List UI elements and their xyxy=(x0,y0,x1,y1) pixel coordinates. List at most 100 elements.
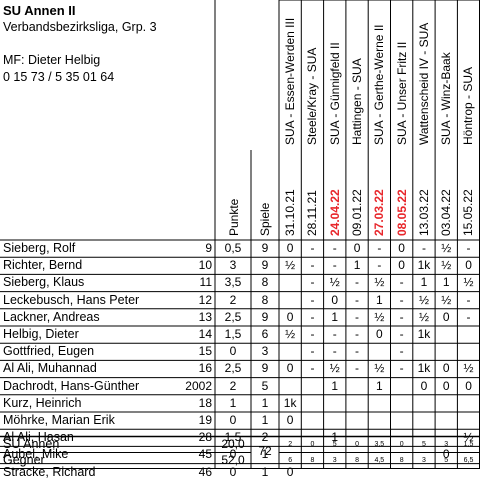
player-name: Möhrke, Marian Erik xyxy=(3,413,115,427)
totals-match-score: 0 xyxy=(355,440,359,448)
result-cell: 0 xyxy=(465,258,472,273)
player-games: 8 xyxy=(261,292,269,307)
player-games: 1 xyxy=(261,447,269,462)
games-total: 72 xyxy=(258,444,272,458)
player-name: Kurz, Heinrich xyxy=(3,395,82,410)
result-cell: ½ xyxy=(285,327,296,341)
totals-match-score: 5 xyxy=(444,456,449,464)
result-cell: - xyxy=(310,309,315,324)
player-number: 14 xyxy=(198,327,212,341)
result-cell: - xyxy=(355,344,360,359)
result-cell: - xyxy=(399,344,404,359)
result-cell: - xyxy=(332,241,337,255)
totals-match-score: 0 xyxy=(399,440,404,448)
result-cell: - xyxy=(355,361,360,376)
result-cell: 0 xyxy=(286,361,294,376)
totals-points: 20,0 xyxy=(221,436,245,451)
player-number: 2002 xyxy=(185,378,212,393)
player-number: 28 xyxy=(198,430,212,445)
result-cell: 0 xyxy=(398,241,405,255)
player-name: Aubel, Mike xyxy=(3,447,69,462)
player-name: Sieberg, Rolf xyxy=(3,241,76,255)
match-opponent: Höntrop - SUA xyxy=(461,66,476,145)
result-cell: - xyxy=(377,241,382,255)
result-cell: 0 xyxy=(442,378,450,393)
match-date: 24.04.22 xyxy=(327,189,342,236)
captain-name: MF: Dieter Helbig xyxy=(3,53,101,67)
result-cell: - xyxy=(355,292,360,307)
result-cell: ½ xyxy=(463,275,474,290)
result-cell: 0 xyxy=(331,292,339,307)
result-cell: - xyxy=(332,344,337,359)
result-cell: - xyxy=(355,309,360,324)
match-opponent: Hattingen - SUA xyxy=(349,58,364,145)
result-cell: ½ xyxy=(329,275,340,290)
result-cell: ½ xyxy=(374,275,385,290)
result-cell: 1k xyxy=(417,258,431,273)
match-opponent: Wattenscheid IV - SUA xyxy=(416,22,431,145)
player-games: 8 xyxy=(261,275,269,290)
totals-match-score: 8 xyxy=(399,456,404,464)
totals-match-score: 3,5 xyxy=(374,440,385,448)
player-name: Richter, Bernd xyxy=(3,258,83,273)
result-cell: ½ xyxy=(329,361,340,376)
result-cell: - xyxy=(310,292,315,307)
result-cell: 0 xyxy=(442,447,450,462)
totals-points: 52,0 xyxy=(221,452,245,467)
totals-match-score: 3 xyxy=(421,456,426,464)
result-cell: - xyxy=(332,258,337,273)
player-points: 1 xyxy=(229,395,237,410)
result-cell: - xyxy=(399,309,404,324)
captain-phone: 0 15 73 / 5 35 01 64 xyxy=(3,70,115,84)
result-cell: 0 xyxy=(442,309,450,324)
player-points: 0,5 xyxy=(224,241,242,255)
result-cell: ½ xyxy=(418,292,429,307)
player-points: 3 xyxy=(229,258,237,273)
result-cell: 0 xyxy=(442,361,450,376)
result-cell: ½ xyxy=(374,361,385,376)
result-cell: 1 xyxy=(331,430,339,445)
player-games: 9 xyxy=(261,309,269,324)
result-cell: - xyxy=(310,327,315,341)
result-cell: 0 xyxy=(286,413,294,427)
player-number: 11 xyxy=(199,275,212,290)
result-cell: - xyxy=(466,292,471,307)
totals-match-score: 5 xyxy=(421,440,426,448)
result-cell: - xyxy=(466,241,471,255)
player-points: 1,5 xyxy=(224,430,242,445)
match-opponent: SUA - Essen-Werden III xyxy=(283,17,297,145)
result-cell: 0 xyxy=(286,241,294,255)
result-cell: - xyxy=(399,361,404,376)
player-name: Sieberg, Klaus xyxy=(3,275,85,290)
player-points: 2,5 xyxy=(224,309,242,324)
player-points: 2 xyxy=(229,378,237,393)
match-opponent: SUA - Winz-Baak xyxy=(439,52,454,145)
result-cell: 1 xyxy=(420,275,428,290)
match-date: 31.10.21 xyxy=(283,189,297,236)
totals-match-score: 2 xyxy=(288,440,293,448)
totals-name: SU Annen xyxy=(3,436,60,451)
result-cell: 1k xyxy=(417,361,431,376)
totals-match-score: 3 xyxy=(444,440,449,448)
result-cell: 0 xyxy=(286,464,294,479)
player-number: 13 xyxy=(198,309,212,324)
result-cell: 1 xyxy=(375,292,383,307)
player-number: 15 xyxy=(198,344,212,359)
player-name: Leckebusch, Hans Peter xyxy=(3,292,140,307)
totals-match-score: 6,5 xyxy=(463,456,474,464)
player-number: 12 xyxy=(198,292,212,307)
result-cell: 0 xyxy=(398,258,405,273)
totals-match-score: 4,5 xyxy=(374,456,385,464)
result-cell: - xyxy=(355,327,360,341)
result-cell: - xyxy=(466,309,471,324)
result-cell: 1 xyxy=(331,378,339,393)
match-date: 15.05.22 xyxy=(461,189,476,236)
result-cell: - xyxy=(310,344,315,359)
match-date: 09.01.22 xyxy=(349,189,364,236)
player-number: 10 xyxy=(198,258,212,273)
player-name: Al Ali, Hasan xyxy=(3,430,74,445)
result-cell: ½ xyxy=(441,241,452,255)
player-points: 1,5 xyxy=(224,327,242,341)
player-games: 6 xyxy=(261,327,269,341)
player-games: 5 xyxy=(261,378,269,393)
